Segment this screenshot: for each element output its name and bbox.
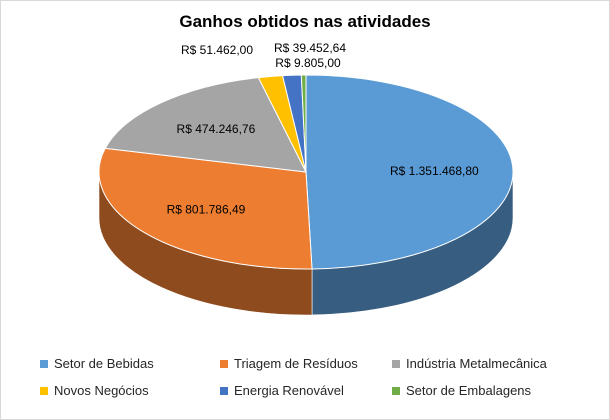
legend-item: Indústria Metalmecânica xyxy=(392,356,600,371)
legend-swatch xyxy=(40,386,48,395)
legend-swatch xyxy=(40,359,48,368)
pie-slice xyxy=(98,147,313,270)
legend: Setor de Bebidas Triagem de Resíduos Ind… xyxy=(40,356,600,398)
data-label: R$ 51.462,00 xyxy=(181,43,253,57)
data-label: R$ 9.805,00 xyxy=(275,56,341,70)
legend-label: Indústria Metalmecânica xyxy=(406,356,547,371)
legend-swatch xyxy=(220,359,228,368)
legend-swatch xyxy=(392,359,400,368)
legend-label: Setor de Bebidas xyxy=(54,356,154,371)
legend-label: Novos Negócios xyxy=(54,383,149,398)
legend-swatch xyxy=(220,386,228,395)
legend-item: Novos Negócios xyxy=(40,383,220,398)
legend-item: Setor de Bebidas xyxy=(40,356,220,371)
data-label: R$ 801.786,49 xyxy=(167,203,246,217)
legend-label: Energia Renovável xyxy=(234,383,344,398)
data-label: R$ 1.351.468,80 xyxy=(390,164,479,178)
legend-label: Triagem de Resíduos xyxy=(234,356,358,371)
legend-label: Setor de Embalagens xyxy=(406,383,532,398)
legend-swatch xyxy=(392,386,400,395)
pie-slice xyxy=(104,77,307,173)
legend-item: Triagem de Resíduos xyxy=(220,356,392,371)
data-label: R$ 474.246,76 xyxy=(177,122,256,136)
pie-slice xyxy=(305,74,514,270)
legend-item: Setor de Embalagens xyxy=(392,383,600,398)
legend-item: Energia Renovável xyxy=(220,383,392,398)
pie-slice xyxy=(300,74,307,173)
data-label: R$ 39.452,64 xyxy=(274,41,346,55)
chart-title: Ganhos obtidos nas atividades xyxy=(179,12,431,31)
